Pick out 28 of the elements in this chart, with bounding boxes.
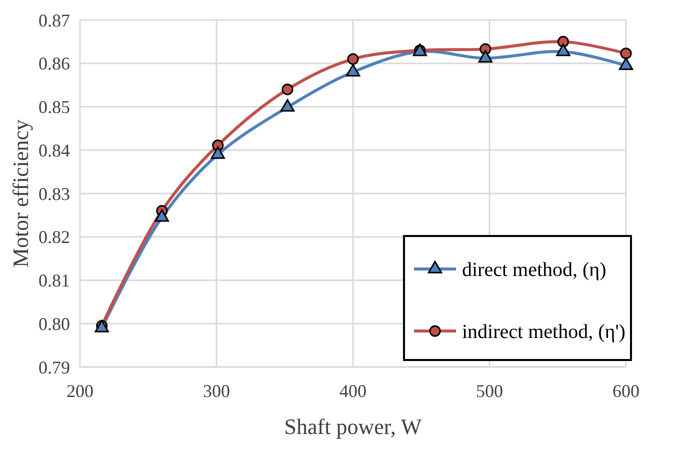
- y-tick-label: 0.84: [38, 140, 70, 160]
- y-axis-title: Motor efficiency: [8, 119, 33, 268]
- y-tick-label: 0.79: [38, 357, 70, 378]
- y-tick-label: 0.85: [38, 97, 70, 118]
- point: [154, 209, 170, 222]
- point: [282, 84, 294, 96]
- x-tick-label: 600: [612, 381, 640, 401]
- point: [346, 64, 360, 76]
- y-tick-label: 0.80: [38, 314, 70, 334]
- point: [210, 146, 225, 159]
- legend-label: direct method, (η): [462, 259, 606, 281]
- x-tick-label: 500: [476, 381, 503, 401]
- y-tick-label: 0.81: [38, 270, 70, 291]
- x-tick-label: 300: [203, 381, 230, 401]
- x-tick-label: 400: [340, 381, 366, 401]
- point: [478, 50, 493, 63]
- point: [280, 99, 295, 112]
- y-tick-label: 0.87: [38, 10, 70, 30]
- y-tick-label: 0.83: [38, 184, 70, 204]
- x-axis-title: Shaft power, W: [284, 414, 422, 439]
- point: [620, 48, 632, 60]
- point: [347, 53, 359, 65]
- y-tick-label: 0.86: [38, 54, 70, 74]
- legend-label: indirect method, (η'): [462, 321, 626, 343]
- y-tick-label: 0.82: [38, 227, 70, 248]
- point: [618, 57, 634, 70]
- point: [556, 44, 570, 56]
- x-tick-label: 200: [66, 381, 94, 401]
